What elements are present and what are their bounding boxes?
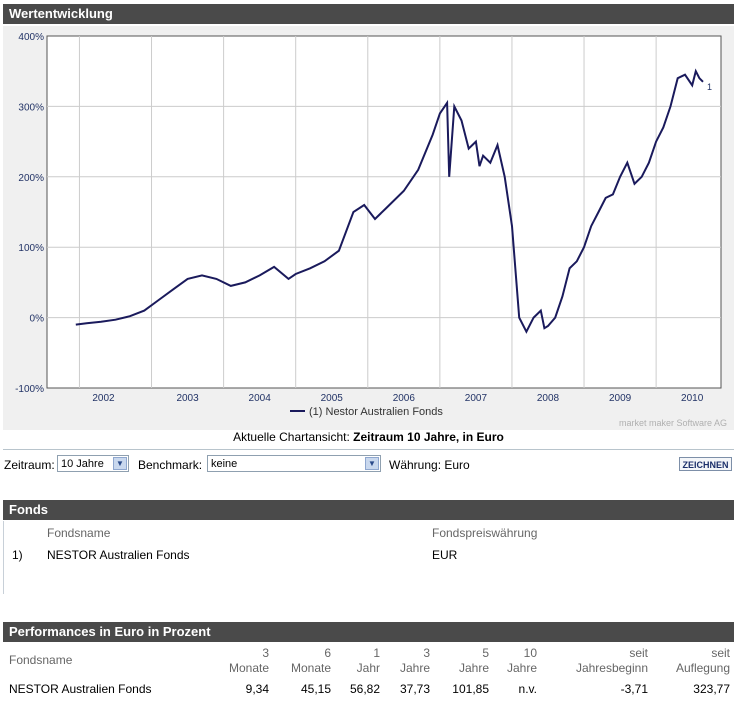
section-header-performance: Performances in Euro in Prozent [3,622,734,642]
perf-col-3j-l2: Jahre [399,661,430,675]
chart-caption-prefix: Aktuelle Chartansicht: [233,430,350,444]
perf-col-1j-l2: Jahr [356,661,380,675]
chart-caption: Aktuelle Chartansicht: Zeitraum 10 Jahre… [3,430,734,444]
benchmark-select-value: keine [211,458,238,470]
perf-value-1j: 56,82 [349,682,380,696]
legend: (1) Nestor Australien Fonds [290,406,443,418]
perf-col-10j-l1: 10 [523,646,537,660]
perf-value-ytd: -3,71 [620,682,648,696]
chart-container: 400% 300% 200% 100% 0% -100% 2002 2003 2004 2005… [3,26,734,430]
fonds-col-name: Fondsname [47,526,111,540]
x-tick-label: 2003 [176,393,199,404]
y-tick-label: -100% [15,384,44,395]
benchmark-label: Benchmark: [138,458,203,472]
x-tick-label: 2004 [249,393,272,404]
zeitraum-label: Zeitraum: [4,458,55,472]
fonds-col-currency: Fondspreiswährung [432,526,538,540]
section-header-fonds: Fonds [3,500,734,520]
x-tick-label: 2009 [609,393,632,404]
legend-label: (1) Nestor Australien Fonds [309,406,443,418]
x-tick-label: 2002 [92,393,115,404]
waehrung-label: Währung: Euro [389,458,470,472]
perf-col-ytd-l1: seit [629,646,648,660]
perf-col-6m-l1: 6 [324,646,331,660]
zeitraum-select-value: 10 Jahre [61,458,104,470]
fonds-row-currency: EUR [432,548,458,562]
y-tick-label: 200% [18,173,44,184]
perf-col-name: Fondsname [9,653,73,667]
chart-caption-value: Zeitraum 10 Jahre, in Euro [353,430,504,444]
perf-col-5j-l2: Jahre [458,661,489,675]
benchmark-select[interactable]: keine ▼ [207,455,381,472]
perf-value-3j: 37,73 [399,682,430,696]
fonds-row-name[interactable]: NESTOR Australien Fonds [47,548,190,562]
y-tick-label: 0% [30,314,45,325]
x-tick-label: 2008 [537,393,560,404]
x-tick-label: 2006 [393,393,416,404]
y-tick-label: 400% [18,32,44,43]
zeitraum-select[interactable]: 10 Jahre ▼ [57,455,129,472]
performance-chart: 400% 300% 200% 100% 0% -100% 2002 2003 2004 2005… [15,32,727,428]
perf-col-since-l1: seit [711,646,730,660]
perf-value-since: 323,77 [693,682,730,696]
watermark: market maker Software AG [619,418,727,428]
chevron-down-icon[interactable]: ▼ [365,457,379,470]
perf-col-6m-l2: Monate [290,661,331,675]
perf-value-6m: 45,15 [300,682,331,696]
perf-col-since-l2: Auflegung [675,661,730,675]
series-line-nestor [75,68,704,334]
chevron-down-icon[interactable]: ▼ [113,457,127,470]
perf-col-1j-l1: 1 [373,646,380,660]
perf-col-3m-l2: Monate [228,661,269,675]
x-tick-label: 2010 [681,393,704,404]
series-end-label: 1 [707,82,712,92]
perf-value-3m: 9,34 [245,682,269,696]
fonds-row-index: 1) [12,548,23,562]
perf-col-5j-l1: 5 [482,646,489,660]
x-tick-label: 2007 [465,393,488,404]
perf-col-3m-l1: 3 [262,646,269,660]
zeichnen-button[interactable]: ZEICHNEN [679,457,732,471]
y-tick-label: 100% [18,243,44,254]
plot-area [46,35,722,389]
divider [3,449,734,450]
perf-value-10j: n.v. [518,682,537,696]
fonds-left-border [3,521,4,594]
perf-value-5j: 101,85 [452,682,489,696]
y-tick-label: 300% [18,102,44,113]
perf-col-3j-l1: 3 [423,646,430,660]
perf-row-name[interactable]: NESTOR Australien Fonds [9,682,152,696]
section-header-wertentwicklung: Wertentwicklung [3,4,734,24]
perf-col-ytd-l2: Jahresbeginn [575,661,648,675]
perf-col-10j-l2: Jahre [506,661,537,675]
x-tick-label: 2005 [321,393,344,404]
